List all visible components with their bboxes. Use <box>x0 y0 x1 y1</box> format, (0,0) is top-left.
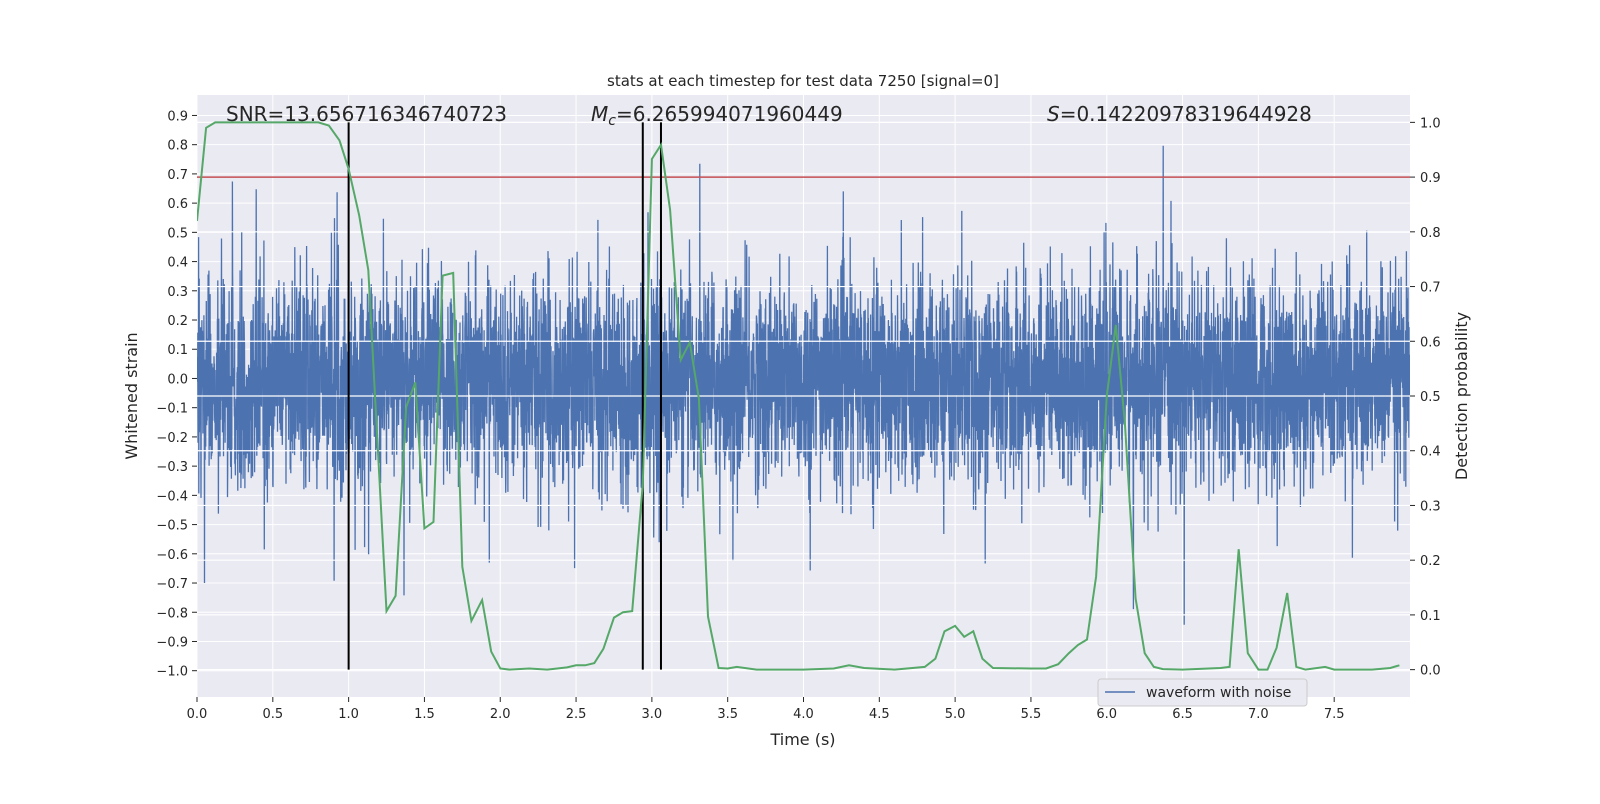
s-value: =0.14220978319644928 <box>1060 102 1312 126</box>
mc-subscript: c <box>608 113 616 129</box>
y-tick-label-right: 0.8 <box>1420 226 1441 241</box>
y-tick-label: 0.4 <box>167 256 188 271</box>
x-tick-label: 2.0 <box>490 707 511 722</box>
x-tick-label: 0.5 <box>262 707 283 722</box>
x-tick-label: 4.5 <box>869 707 890 722</box>
s-annotation: S=0.14220978319644928 <box>1047 102 1312 126</box>
y-tick-label-right: 0.5 <box>1420 390 1441 405</box>
y-tick-label: −0.9 <box>156 635 188 650</box>
y-tick-label: −0.4 <box>156 489 188 504</box>
y-tick-label: 0.5 <box>167 226 188 241</box>
y-tick-label-right: 1.0 <box>1420 116 1441 131</box>
snr-annotation: SNR=13.656716346740723 <box>226 102 507 126</box>
waveform-line <box>197 145 1410 625</box>
s-symbol: S <box>1047 102 1060 126</box>
y-tick-label: −0.1 <box>156 402 188 417</box>
x-tick-label: 2.5 <box>566 707 587 722</box>
y-tick-label: 0.7 <box>167 168 188 183</box>
y-tick-label: 0.1 <box>167 343 188 358</box>
y-tick-label-right: 0.0 <box>1420 664 1441 679</box>
chart-title: stats at each timestep for test data 725… <box>607 72 999 90</box>
x-tick-label: 7.5 <box>1324 707 1345 722</box>
mc-value: =6.265994071960449 <box>616 102 843 126</box>
x-tick-label: 6.0 <box>1096 707 1117 722</box>
y-tick-label: 0.6 <box>167 197 188 212</box>
y-ticks-left: 0.9 0.8 0.7 0.6 0.5 0.4 0.3 0.2 0.1 0.0 −0.1 −0.2 −0… <box>156 109 197 680</box>
y-tick-label-right: 0.4 <box>1420 445 1441 460</box>
y-tick-label: −0.5 <box>156 519 188 534</box>
y-tick-label: −0.6 <box>156 548 188 563</box>
x-tick-label: 5.5 <box>1021 707 1042 722</box>
mc-annotation: Mc=6.265994071960449 <box>591 102 843 129</box>
x-tick-label: 1.0 <box>338 707 359 722</box>
legend-label: waveform with noise <box>1146 685 1291 701</box>
y-tick-label: −0.2 <box>156 431 188 446</box>
y-tick-label-right: 0.3 <box>1420 499 1441 514</box>
y-tick-label: 0.8 <box>167 139 188 154</box>
y-tick-label-right: 0.1 <box>1420 609 1441 624</box>
y-tick-label: 0.9 <box>167 109 188 124</box>
marker-lines <box>347 122 662 670</box>
x-tick-label: 3.0 <box>642 707 663 722</box>
y-tick-label: 0.2 <box>167 314 188 329</box>
x-tick-label: 7.0 <box>1248 707 1269 722</box>
y-tick-label: −1.0 <box>156 665 188 680</box>
x-tick-label: 3.5 <box>717 707 738 722</box>
y-axis-label: Whitened strain <box>122 332 141 459</box>
y-tick-label-right: 0.9 <box>1420 171 1441 186</box>
y-tick-label-right: 0.6 <box>1420 335 1441 350</box>
probability-line <box>197 121 1400 671</box>
x-tick-label: 5.0 <box>945 707 966 722</box>
x-axis-label: Time (s) <box>769 730 835 749</box>
y-tick-label: −0.3 <box>156 460 188 475</box>
x-tick-label: 0.0 <box>187 707 208 722</box>
y-tick-label: 0.0 <box>167 372 188 387</box>
mc-symbol: M <box>591 102 608 126</box>
x-tick-label: 1.5 <box>414 707 435 722</box>
y-tick-label-right: 0.7 <box>1420 281 1441 296</box>
y-tick-label: −0.8 <box>156 606 188 621</box>
x-tick-label: 4.0 <box>793 707 814 722</box>
y-axis-label-right: Detection probability <box>1452 312 1471 480</box>
y-tick-label: −0.7 <box>156 577 188 592</box>
y-ticks-right: 0.0 0.1 0.2 0.3 0.4 0.5 0.6 0.7 0.8 0.9 1.0 <box>1410 116 1441 679</box>
x-tick-label: 6.5 <box>1172 707 1193 722</box>
y-tick-label-right: 0.2 <box>1420 554 1441 569</box>
y-tick-label: 0.3 <box>167 285 188 300</box>
legend: waveform with noise <box>1097 678 1308 707</box>
